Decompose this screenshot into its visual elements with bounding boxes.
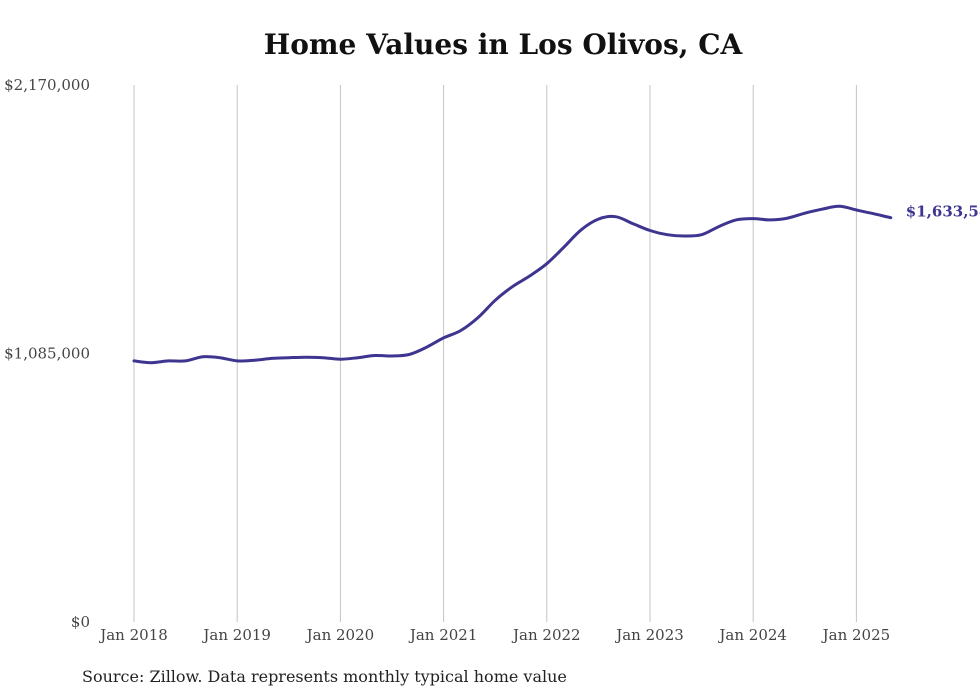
y-tick-label: $1,085,000 [4, 345, 90, 363]
y-tick-label: $0 [71, 613, 90, 631]
chart-title: Home Values in Los Olivos, CA [263, 28, 743, 61]
line-chart: Jan 2018 Jan 2019 Jan 2020 Jan 2021 Jan 2022… [4, 76, 980, 644]
y-tick-label: $2,170,000 [4, 76, 90, 94]
x-tick-label: Jan 2020 [305, 626, 375, 644]
source-note: Source: Zillow. Data represents monthly … [82, 667, 567, 686]
x-tick-label: Jan 2021 [408, 626, 478, 644]
series-line [132, 204, 893, 365]
x-tick-label: Jan 2025 [821, 626, 891, 644]
end-value-label: $1,633,582 [906, 203, 980, 221]
x-tick-label: Jan 2024 [717, 626, 787, 644]
x-tick-label: Jan 2019 [201, 626, 271, 644]
x-tick-label: Jan 2018 [98, 626, 168, 644]
x-tick-label: Jan 2023 [614, 626, 684, 644]
x-tick-label: Jan 2022 [511, 626, 581, 644]
